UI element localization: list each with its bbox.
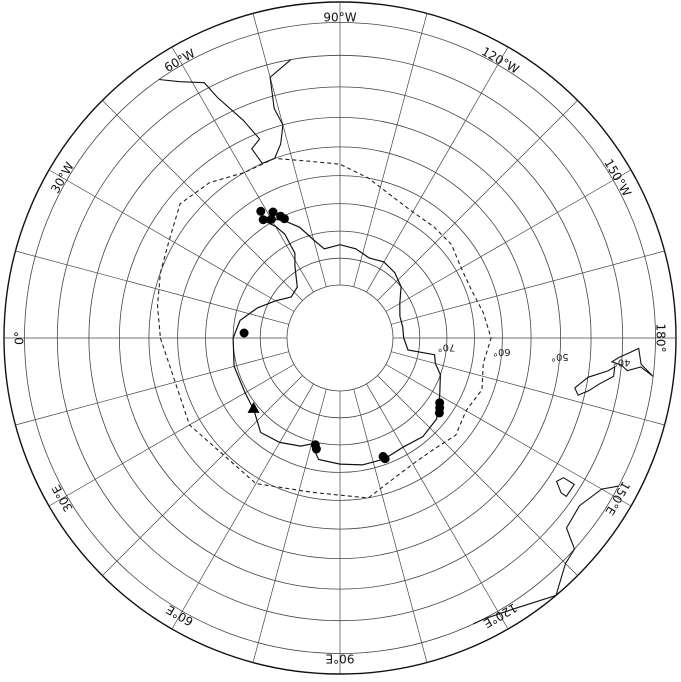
- tasmania-coastline: [555, 477, 576, 498]
- meridian-line: [385, 169, 632, 312]
- meridian-line: [385, 364, 632, 507]
- latitude-label: 40°: [613, 357, 631, 368]
- site-marker-dot: [311, 444, 321, 454]
- latitude-label: 60°: [493, 346, 511, 357]
- meridian-line: [102, 100, 303, 301]
- site-marker-dot: [268, 207, 278, 217]
- longitude-label: 30°E: [49, 482, 76, 514]
- meridian-line: [15, 250, 289, 325]
- australia-coastline: [473, 485, 619, 625]
- longitude-label: 120°W: [479, 44, 521, 77]
- longitude-label: 150°W: [601, 157, 634, 199]
- meridian-line: [377, 375, 578, 576]
- meridian-line: [391, 351, 665, 426]
- meridian-line: [171, 46, 314, 293]
- meridian-line: [353, 13, 428, 287]
- meridian-line: [366, 383, 509, 630]
- ice-edge-line: [156, 157, 492, 499]
- site-marker-dot: [239, 328, 249, 338]
- longitude-label: 90°W: [323, 11, 356, 25]
- meridian-line: [252, 389, 327, 663]
- longitude-label: 0°: [13, 331, 27, 345]
- ice-edge-dashed-line: [156, 157, 492, 499]
- meridian-line: [353, 389, 428, 663]
- longitude-label: 60°E: [164, 602, 196, 629]
- new-zealand-south-coastline: [574, 365, 616, 396]
- meridian-line: [48, 364, 295, 507]
- new-zealand-north-coastline: [610, 347, 654, 377]
- south-america-coastline: [158, 59, 292, 165]
- antarctica-coastline: [232, 216, 442, 466]
- site-marker-dot: [266, 214, 276, 224]
- longitude-label: 180°: [654, 324, 668, 353]
- site-marker-dot: [279, 214, 289, 224]
- latitude-circle: [286, 284, 394, 392]
- meridian-line: [102, 375, 303, 576]
- meridian-line: [377, 100, 578, 301]
- coastlines: [158, 59, 654, 625]
- meridian-line: [15, 351, 289, 426]
- meridian-line: [252, 13, 327, 287]
- meridian-line: [366, 46, 509, 293]
- site-marker-triangle: [247, 402, 260, 413]
- site-marker-dot: [258, 215, 268, 225]
- meridian-line: [171, 383, 314, 630]
- meridian-line: [391, 250, 665, 325]
- site-marker-dot: [435, 398, 445, 408]
- latitude-label: 70°: [438, 341, 456, 352]
- meridian-lines: [4, 2, 676, 674]
- meridian-line: [48, 169, 295, 312]
- site-marker-dot: [256, 206, 266, 216]
- longitude-label: 90°E: [326, 652, 355, 666]
- site-markers: [239, 206, 445, 464]
- site-marker-dot: [380, 454, 390, 464]
- latitude-label: 50°: [551, 351, 569, 362]
